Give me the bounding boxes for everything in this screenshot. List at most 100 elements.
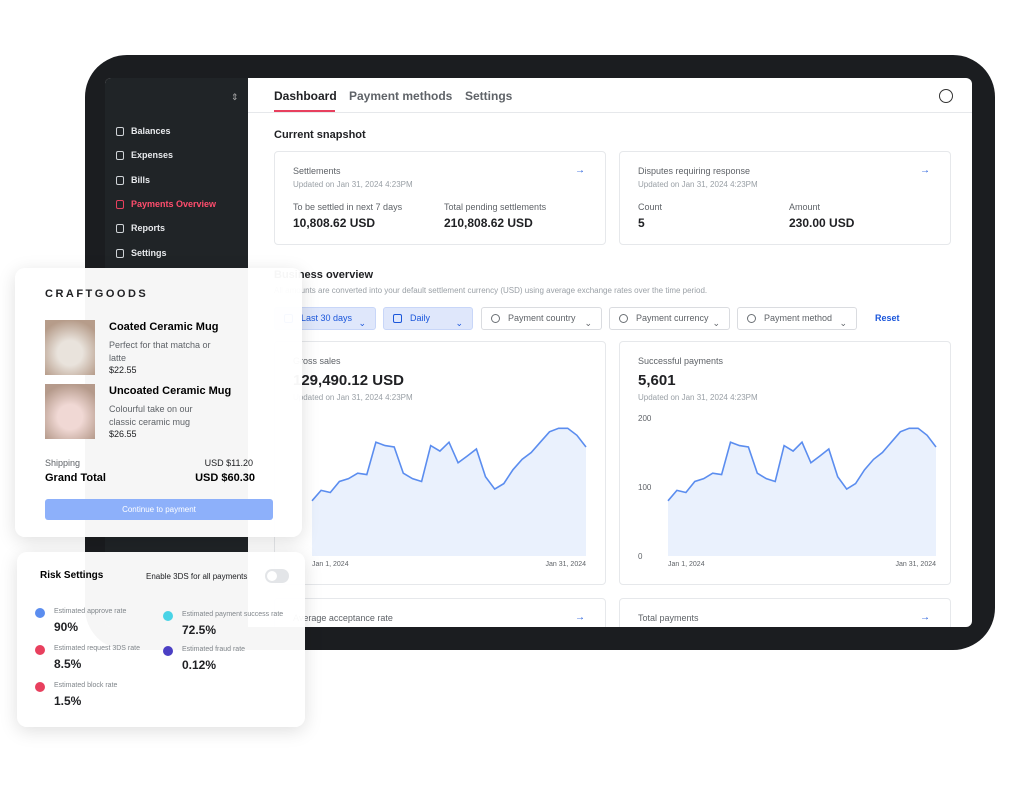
nav-icon bbox=[116, 151, 124, 161]
nav-icon bbox=[116, 199, 124, 209]
metric-label: Estimated request 3DS rate bbox=[54, 645, 140, 652]
chevron: ⌄ bbox=[584, 318, 592, 328]
card-title: Average acceptance rate bbox=[293, 613, 393, 623]
filter[interactable]: Payment method ⌄ bbox=[737, 307, 857, 330]
area bbox=[312, 428, 586, 556]
card-title: Settlements bbox=[293, 166, 341, 176]
metric-label: Estimated payment success rate bbox=[182, 611, 284, 618]
continue-button[interactable]: Continue to payment bbox=[45, 499, 273, 520]
updated: Updated on Jan 31, 2024 4:23PM bbox=[293, 393, 413, 402]
gross-sales-card: Gross sales 129,490.12 USD Updated on Jan … bbox=[274, 341, 606, 585]
toggle-label: Enable 3DS for all payments bbox=[146, 572, 248, 581]
screen: ⇕ Balances Expenses Bills Payments Overview… bbox=[105, 78, 972, 627]
nav-item[interactable]: Payments Overview bbox=[131, 198, 217, 209]
nav-icon bbox=[116, 224, 124, 234]
reset-link[interactable]: Reset bbox=[875, 313, 900, 323]
field-label: To be settled in next 7 days bbox=[293, 202, 403, 212]
filter-label: Last 30 days bbox=[301, 313, 353, 323]
metric-label: Estimated fraud rate bbox=[182, 646, 246, 653]
filter-label: Payment country bbox=[508, 313, 576, 323]
arrow[interactable]: → bbox=[920, 165, 930, 176]
nav-item[interactable]: Reports bbox=[131, 223, 166, 234]
product-price: $26.55 bbox=[109, 429, 137, 439]
nav-item[interactable]: Settings bbox=[131, 247, 167, 258]
tab[interactable]: Dashboard bbox=[274, 89, 337, 103]
card-title: Disputes requiring response bbox=[638, 166, 751, 176]
metric-value: 90% bbox=[54, 620, 79, 634]
switcher[interactable]: ⇕ bbox=[231, 92, 239, 102]
metric-value: 72.5% bbox=[182, 623, 217, 637]
field-value: 230.00 USD bbox=[789, 216, 855, 230]
metric-icon bbox=[35, 682, 45, 692]
filter[interactable]: Daily ⌄ bbox=[383, 307, 473, 330]
metric-value: 1.5% bbox=[54, 694, 82, 708]
filter-icon bbox=[393, 314, 402, 323]
updated: Updated on Jan 31, 2024 4:23PM bbox=[638, 393, 758, 402]
disputes-card: Disputes requiring response → Updated on… bbox=[619, 151, 951, 245]
total-payments-card: Total payments → bbox=[619, 598, 951, 627]
filter[interactable]: Payment currency ⌄ bbox=[609, 307, 730, 330]
tab[interactable]: Settings bbox=[465, 89, 513, 103]
chevron: ⌄ bbox=[358, 318, 366, 328]
chart-title: Gross sales bbox=[293, 356, 341, 366]
area bbox=[668, 428, 936, 556]
metric-icon bbox=[163, 646, 173, 656]
field-value: 5 bbox=[638, 216, 645, 230]
product-name: Uncoated Ceramic Mug bbox=[109, 385, 232, 397]
metric-icon bbox=[35, 645, 45, 655]
metric-value: 8.5% bbox=[54, 657, 82, 671]
section-title: Current snapshot bbox=[274, 129, 366, 141]
risk-card: Risk Settings Enable 3DS for all payment… bbox=[17, 552, 305, 727]
filter-label: Daily bbox=[410, 313, 431, 323]
arrow[interactable]: → bbox=[920, 612, 930, 623]
card-title: Total payments bbox=[638, 613, 699, 623]
shipping-label: Shipping bbox=[45, 458, 81, 468]
chart-title: Successful payments bbox=[638, 356, 724, 366]
total-value: USD $60.30 bbox=[195, 472, 255, 484]
x-tick-label: Jan 31, 2024 bbox=[896, 561, 937, 568]
chevron: ⌄ bbox=[712, 318, 720, 328]
product-name: Coated Ceramic Mug bbox=[109, 321, 219, 333]
product-desc: Colourful take on our classic ceramic mu… bbox=[109, 404, 193, 427]
tab[interactable]: Payment methods bbox=[349, 89, 453, 103]
field-label: Total pending settlements bbox=[444, 202, 547, 212]
arrow[interactable]: → bbox=[575, 612, 585, 623]
field-value: 10,808.62 USD bbox=[293, 216, 376, 230]
successful-payments-card: Successful payments 5,601 Updated on Jan 3… bbox=[619, 341, 951, 585]
profile-icon[interactable] bbox=[939, 89, 953, 103]
metric-icon bbox=[163, 611, 173, 621]
section-subtitle: All amounts are converted into your defa… bbox=[274, 286, 708, 295]
chevron: ⌄ bbox=[455, 318, 463, 328]
field-label: Amount bbox=[789, 202, 821, 212]
acceptance-card: Average acceptance rate → bbox=[274, 598, 606, 627]
field-label: Count bbox=[638, 202, 663, 212]
updated: Updated on Jan 31, 2024 4:23PM bbox=[293, 180, 413, 189]
line bbox=[311, 427, 587, 502]
metric-label: Estimated block rate bbox=[54, 682, 118, 689]
nav-icon bbox=[116, 127, 124, 136]
line-chart: 0 100 200 Jan 1, 2024 Jan 31, 2024 bbox=[638, 414, 937, 568]
nav-item[interactable]: Expenses bbox=[131, 150, 174, 161]
risk-title: Risk Settings bbox=[40, 570, 104, 581]
metric-label: Estimated approve rate bbox=[54, 608, 127, 615]
filter-label: Payment currency bbox=[636, 313, 709, 323]
divider bbox=[248, 112, 972, 113]
filter-icon bbox=[747, 314, 756, 323]
nav-icon bbox=[116, 248, 124, 258]
chart-value: 129,490.12 USD bbox=[293, 372, 404, 389]
line-chart: Jan 1, 2024 Jan 31, 2024 bbox=[311, 427, 587, 568]
arrow[interactable]: → bbox=[575, 165, 585, 176]
line bbox=[667, 427, 937, 502]
x-tick-label: Jan 1, 2024 bbox=[668, 561, 705, 568]
chevron: ⌄ bbox=[839, 318, 847, 328]
nav-item[interactable]: Bills bbox=[131, 174, 151, 185]
filter[interactable]: Payment country ⌄ bbox=[481, 307, 602, 330]
filter-label: Payment method bbox=[764, 313, 833, 323]
product-image bbox=[45, 320, 95, 375]
product-image bbox=[45, 384, 95, 439]
tab-underline bbox=[274, 110, 335, 112]
filter-icon bbox=[491, 314, 500, 323]
y-tick-label: 200 bbox=[638, 414, 652, 423]
toggle[interactable] bbox=[265, 569, 289, 583]
nav-item[interactable]: Balances bbox=[131, 126, 171, 136]
